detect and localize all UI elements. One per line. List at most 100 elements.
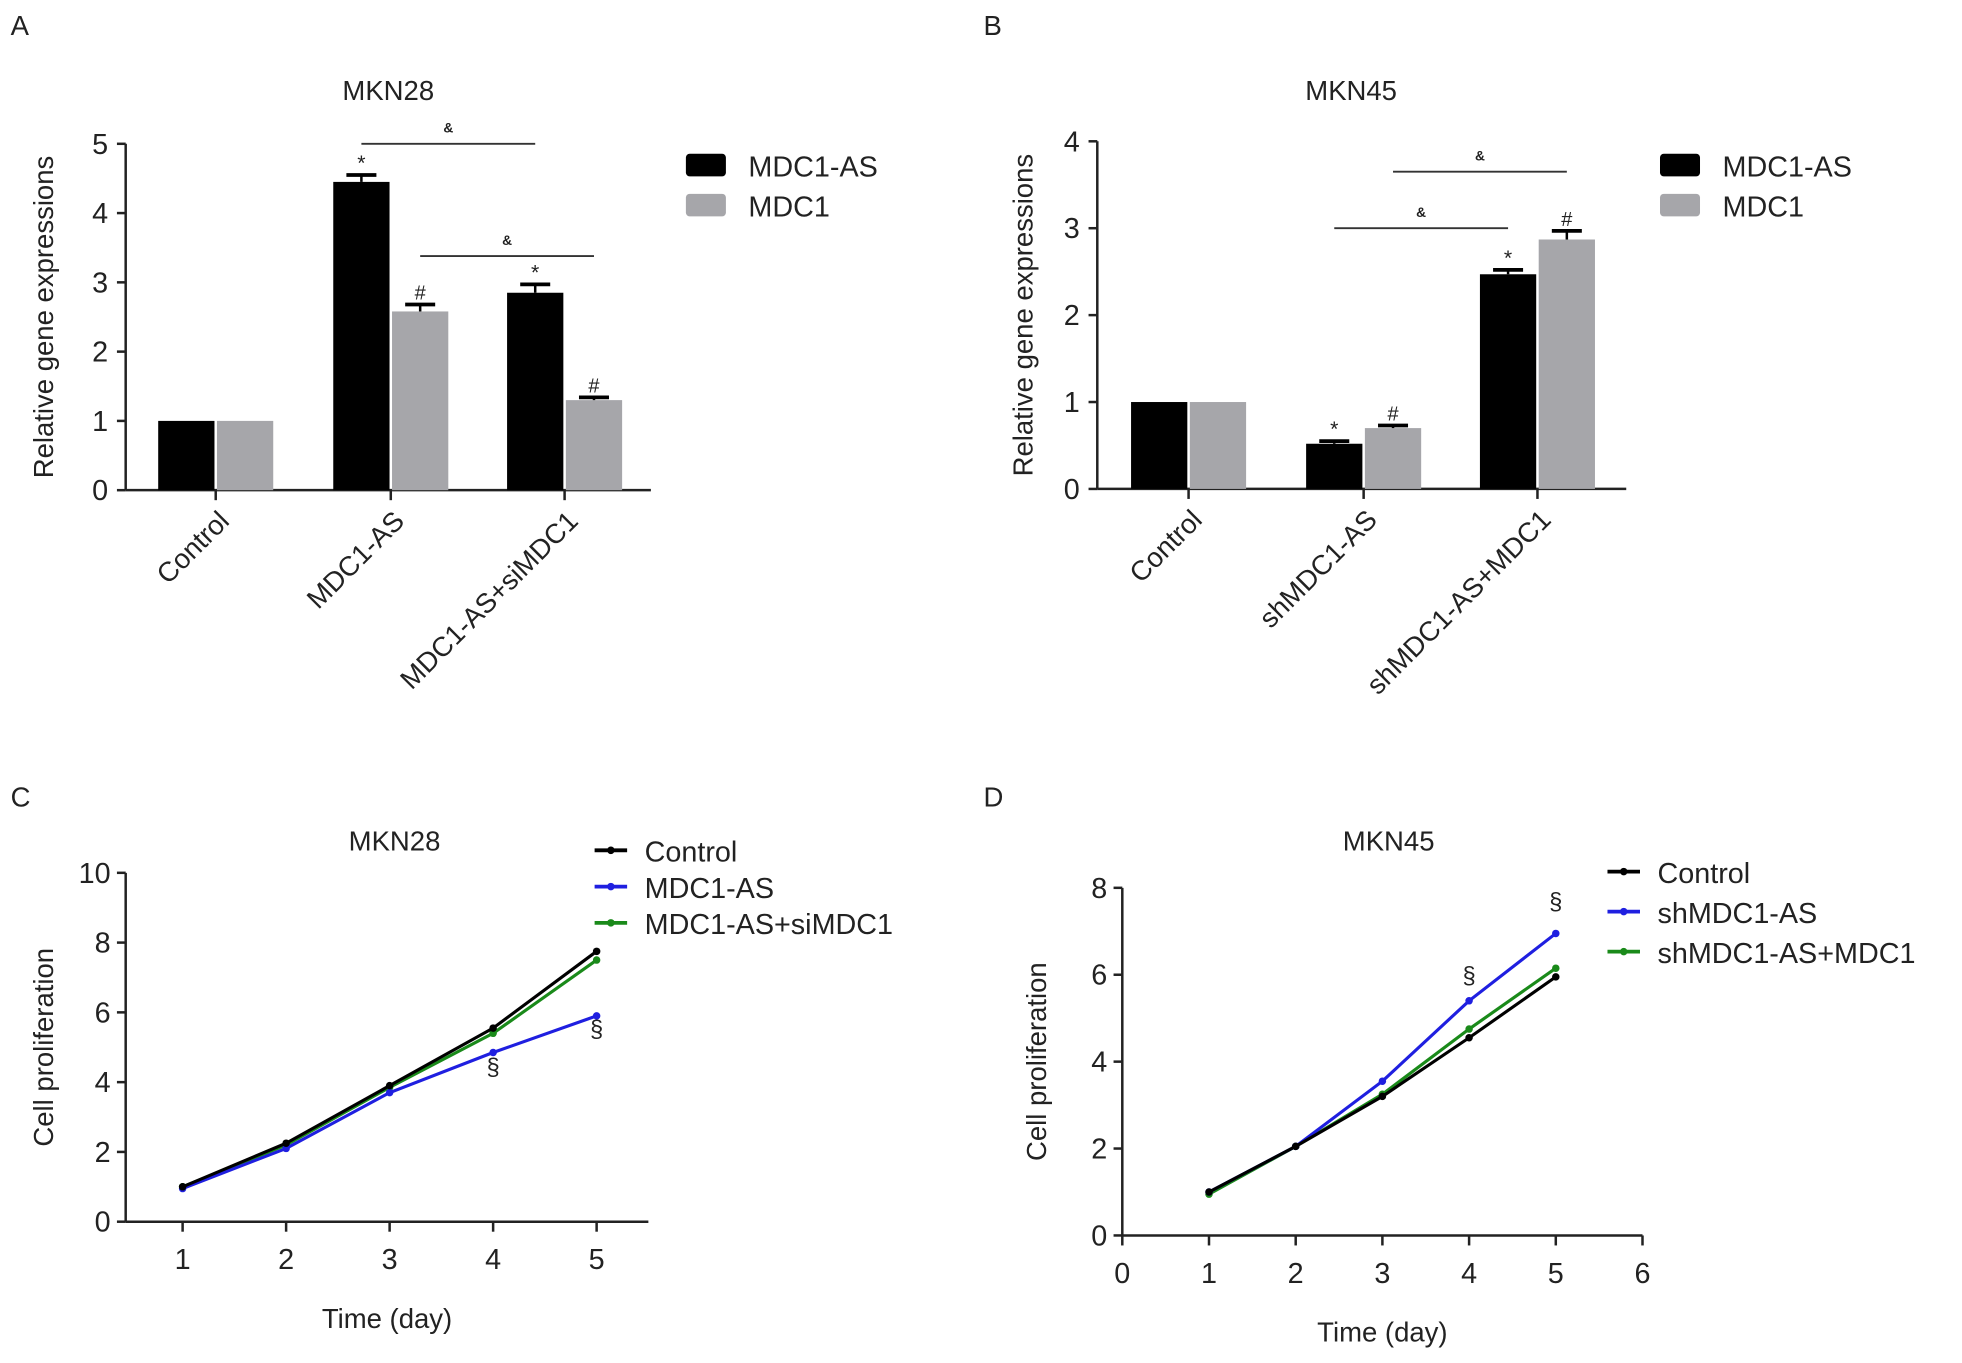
bar — [507, 292, 564, 491]
chart-title: MKN45 — [1343, 825, 1435, 856]
y-axis-label: Cell proliferation — [28, 948, 59, 1147]
x-tick-label: 1 — [1201, 1258, 1217, 1290]
legend-marker — [607, 919, 615, 927]
x-tick-label: 5 — [1548, 1258, 1564, 1290]
data-point — [1291, 1142, 1300, 1151]
x-tick-label: 4 — [485, 1244, 501, 1276]
x-tick-label: 2 — [278, 1244, 294, 1276]
data-point — [385, 1088, 394, 1097]
data-point — [385, 1081, 394, 1090]
y-tick-label: 5 — [92, 129, 108, 161]
panel-label-b: B — [984, 10, 1002, 41]
y-tick-label: 2 — [92, 337, 108, 369]
legend-swatch — [1659, 153, 1701, 177]
significance-mark: * — [357, 151, 365, 175]
data-point — [489, 1029, 497, 1038]
x-axis-label: Time (day) — [1317, 1317, 1447, 1348]
chart-c: MKN28 Cell proliferation Time (day) 0 2 4 6 8 10… — [28, 825, 893, 1334]
y-tick-label: 4 — [1064, 126, 1080, 158]
data-point — [1552, 929, 1560, 938]
chart-title: MKN45 — [1305, 75, 1397, 106]
legend-marker — [607, 882, 615, 891]
legend-marker — [1619, 867, 1628, 876]
legend-swatch — [685, 153, 726, 177]
chart-d: MKN45 Cell proliferation Time (day) 0 2 4 6 8 0 1… — [1021, 825, 1915, 1347]
data-point — [592, 956, 601, 964]
significance-mark: § — [590, 1016, 603, 1043]
legend-label: MDC1 — [748, 191, 829, 223]
series-line — [182, 958, 598, 1189]
y-tick-label: 0 — [92, 475, 108, 507]
y-tick-label: 6 — [1091, 960, 1107, 992]
data-point — [592, 1012, 601, 1020]
legend-label: MDC1-AS — [1723, 151, 1852, 183]
y-tick-label: 4 — [95, 1067, 111, 1099]
significance-mark: * — [531, 260, 539, 284]
y-tick-label: 8 — [1091, 873, 1107, 905]
y-axis-label: Relative gene expressions — [28, 156, 59, 479]
bar — [565, 400, 623, 491]
x-tick-label: MDC1-AS — [301, 505, 410, 614]
data-point — [489, 1048, 497, 1057]
bar — [1189, 402, 1247, 489]
y-tick-label: 0 — [1091, 1220, 1107, 1252]
x-tick-label: 1 — [175, 1244, 191, 1276]
x-tick-label: 5 — [589, 1244, 605, 1276]
significance-mark: § — [1549, 889, 1562, 916]
series-line — [182, 950, 598, 1189]
data-point — [178, 1183, 187, 1191]
x-tick-label: 4 — [1461, 1258, 1477, 1290]
significance-mark: & — [1416, 205, 1426, 220]
y-tick-label: 0 — [95, 1207, 111, 1239]
significance-mark: # — [1387, 403, 1399, 425]
y-tick-label: 6 — [95, 997, 111, 1029]
y-axis-label: Cell proliferation — [1021, 962, 1052, 1161]
chart-title: MKN28 — [342, 75, 434, 106]
legend-marker — [1619, 947, 1628, 956]
data-point — [1465, 1025, 1473, 1033]
legend-swatch — [1659, 193, 1701, 217]
bar — [158, 420, 215, 491]
data-point — [282, 1144, 290, 1153]
y-tick-label: 3 — [92, 267, 108, 299]
y-tick-label: 2 — [1091, 1134, 1107, 1166]
y-tick-label: 4 — [1091, 1047, 1107, 1079]
significance-mark: # — [415, 283, 427, 305]
chart-b: MKN45 Relative gene expressions 0 1 2 3 4 Contr… — [1007, 75, 1852, 700]
y-tick-label: 2 — [1064, 300, 1080, 332]
panel-label-c: C — [11, 782, 31, 813]
legend-swatch — [685, 193, 726, 217]
legend-label: MDC1-AS+siMDC1 — [645, 909, 893, 941]
data-point — [1552, 964, 1560, 972]
chart-a: MKN28 Relative gene expressions 0 1 2 3 4 5 Cont… — [28, 75, 878, 695]
significance-mark: * — [1330, 417, 1338, 441]
x-tick-label: Control — [150, 505, 235, 590]
data-point — [1205, 1188, 1213, 1196]
data-point — [1552, 973, 1560, 981]
significance-mark: * — [1504, 246, 1512, 270]
bar — [1538, 239, 1595, 489]
x-tick-label: shMDC1-AS — [1253, 504, 1383, 634]
bar — [216, 420, 274, 491]
legend-marker — [607, 846, 615, 855]
legend-label: MDC1-AS — [645, 873, 774, 905]
bar — [1364, 428, 1422, 489]
bar — [1131, 402, 1188, 489]
y-tick-label: 10 — [79, 858, 111, 890]
panel-label-d: D — [984, 782, 1004, 813]
x-tick-label: 0 — [1114, 1258, 1130, 1290]
legend-label: shMDC1-AS — [1657, 898, 1817, 930]
bar — [1479, 274, 1537, 489]
y-tick-label: 3 — [1064, 213, 1080, 245]
significance-mark: & — [502, 233, 512, 248]
legend-label: Control — [645, 837, 738, 869]
significance-mark: § — [1462, 962, 1475, 989]
x-tick-label: MDC1-AS+siMDC1 — [394, 505, 584, 695]
significance-mark: & — [1475, 148, 1485, 163]
legend-label: Control — [1657, 858, 1750, 890]
x-tick-label: 2 — [1288, 1258, 1304, 1290]
panel-label-a: A — [11, 10, 30, 41]
legend-label: shMDC1-AS+MDC1 — [1657, 938, 1915, 970]
significance-mark: # — [588, 375, 600, 397]
data-point — [282, 1139, 290, 1147]
